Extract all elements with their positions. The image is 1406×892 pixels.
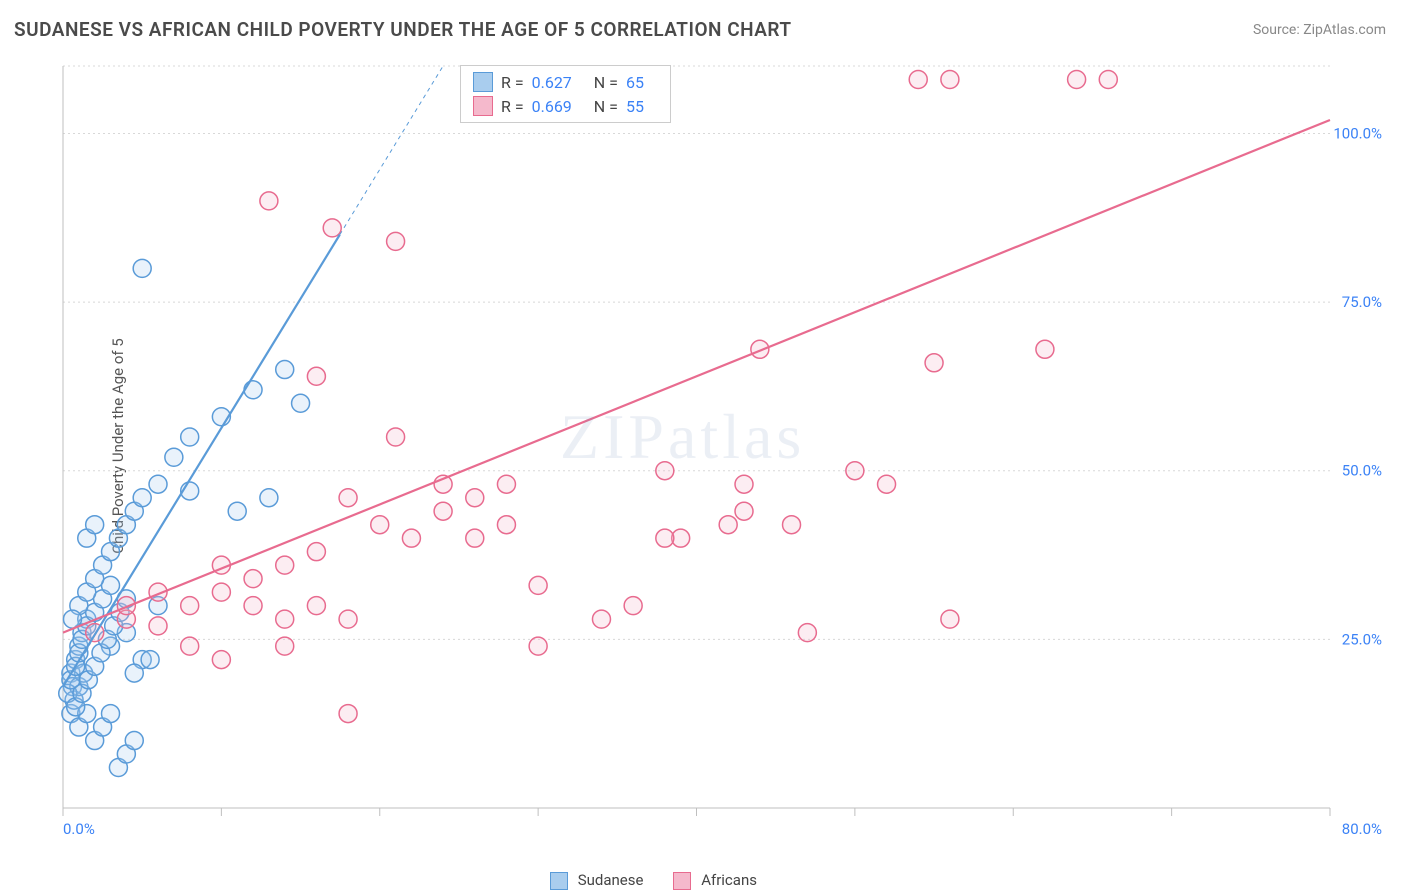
stat-n-label: N = [594,97,618,116]
svg-text:100.0%: 100.0% [1333,124,1382,142]
legend-swatch-africans [673,872,691,890]
legend-label-africans: Africans [701,871,757,889]
correlation-stats-box: R = 0.627 N = 65 R = 0.669 N = 55 [460,65,671,123]
swatch-sudanese [473,72,493,92]
svg-text:25.0%: 25.0% [1342,630,1382,648]
svg-text:50.0%: 50.0% [1342,462,1382,480]
stat-r-africans: 0.669 [532,97,572,116]
stat-row-sudanese: R = 0.627 N = 65 [461,70,670,94]
legend-item-africans: Africans [673,871,757,890]
stat-r-label: R = [501,73,524,92]
stat-n-label: N = [594,73,618,92]
chart-canvas: 25.0% 50.0% 75.0% 100.0% 0.0% 80.0% [55,58,1390,838]
stat-n-africans: 55 [626,97,644,116]
legend-label-sudanese: Sudanese [578,871,644,889]
svg-text:0.0%: 0.0% [63,820,95,838]
swatch-africans [473,96,493,116]
source-attribution: Source: ZipAtlas.com [1253,22,1386,38]
stat-r-sudanese: 0.627 [532,73,572,92]
stat-r-label: R = [501,97,524,116]
stat-n-sudanese: 65 [626,73,644,92]
svg-text:75.0%: 75.0% [1342,293,1382,311]
stat-row-africans: R = 0.669 N = 55 [461,94,670,118]
svg-text:80.0%: 80.0% [1342,820,1382,838]
legend-item-sudanese: Sudanese [550,871,643,890]
legend: Sudanese Africans [550,871,757,890]
legend-swatch-sudanese [550,872,568,890]
chart-title: SUDANESE VS AFRICAN CHILD POVERTY UNDER … [14,18,792,41]
scatter-plot: 25.0% 50.0% 75.0% 100.0% 0.0% 80.0% [55,58,1390,838]
